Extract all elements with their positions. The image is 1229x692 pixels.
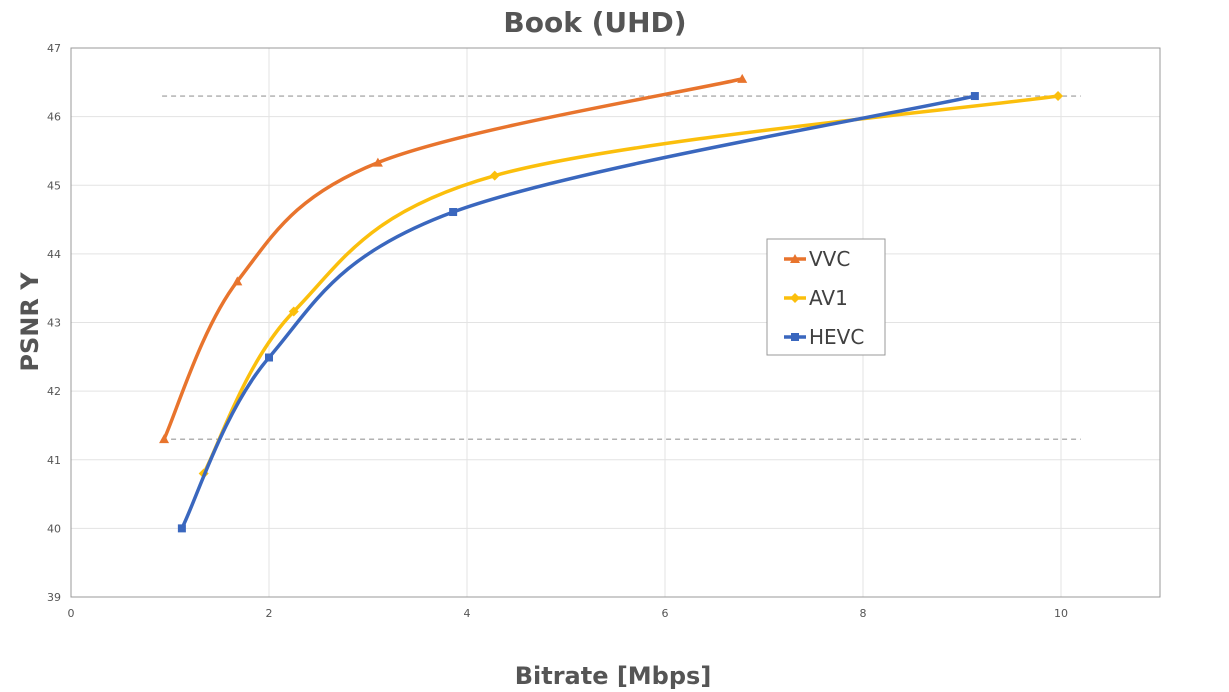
- y-axis-title: PSNR Y: [16, 272, 44, 372]
- legend-marker-vvc: [790, 254, 800, 263]
- legend-label-av1: AV1: [809, 286, 848, 310]
- x-axis-title: Bitrate [Mbps]: [515, 662, 712, 690]
- y-tick-label: 45: [47, 179, 61, 192]
- y-tick-label: 46: [47, 111, 61, 124]
- legend-marker-hevc: [791, 333, 799, 341]
- data-point-vvc: [159, 434, 170, 444]
- data-point-hevc: [970, 92, 979, 101]
- chart-title: Book (UHD): [503, 6, 686, 39]
- data-point-vvc: [232, 276, 243, 286]
- series-hevc: [177, 92, 979, 533]
- data-point-hevc: [449, 208, 458, 217]
- x-tick-label: 8: [860, 607, 867, 620]
- data-point-av1: [1053, 91, 1064, 102]
- y-tick-label: 41: [47, 454, 61, 467]
- grid: [70, 47, 1160, 598]
- x-tick-label: 6: [662, 607, 669, 620]
- y-tick-label: 47: [47, 42, 61, 55]
- y-tick-label: 39: [47, 591, 61, 604]
- legend-label-vvc: VVC: [809, 247, 850, 271]
- y-tick-label: 43: [47, 317, 61, 330]
- y-tick-label: 40: [47, 522, 61, 535]
- data-point-hevc: [265, 353, 273, 362]
- plot-area: [70, 47, 1161, 598]
- data-point-hevc: [177, 524, 186, 533]
- x-tick-label: 0: [68, 607, 75, 620]
- series: [159, 73, 1064, 533]
- x-tick-label: 10: [1054, 607, 1068, 620]
- y-tick-label: 42: [47, 385, 61, 398]
- legend-marker-av1: [790, 293, 800, 303]
- data-point-vvc: [372, 157, 383, 167]
- series-vvc: [159, 73, 748, 444]
- data-point-av1: [288, 306, 299, 317]
- y-tick-label: 44: [47, 248, 61, 261]
- series-line-vvc: [162, 77, 744, 441]
- x-tick-label: 4: [464, 607, 471, 620]
- data-point-vvc: [737, 73, 748, 83]
- x-tick-label: 2: [266, 607, 273, 620]
- reference-lines: [162, 95, 1081, 440]
- series-line-hevc: [180, 94, 977, 531]
- legend-label-hevc: HEVC: [809, 325, 864, 349]
- legend: VVC AV1 HEVC: [766, 238, 886, 356]
- data-point-av1: [489, 170, 500, 181]
